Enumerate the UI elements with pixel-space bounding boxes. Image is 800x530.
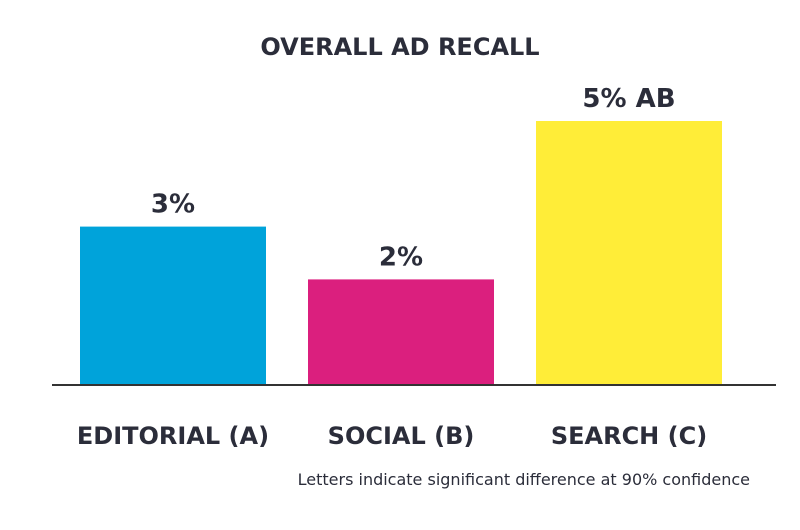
category-label-3: SEARCH (C) [551, 422, 707, 450]
bar-value-label-1: 3% [151, 190, 195, 220]
bar-2 [308, 279, 494, 385]
chart-footnote: Letters indicate significant difference … [298, 470, 750, 489]
bars-group: 3% EDITORIAL (A) 2% SOCIAL (B) 5% AB SEARCH (… [77, 84, 722, 450]
bar-1 [80, 226, 266, 385]
category-label-1: EDITORIAL (A) [77, 422, 269, 450]
bar-value-label-3: 5% AB [582, 84, 675, 114]
chart-title: OVERALL AD RECALL [260, 33, 539, 61]
category-label-2: SOCIAL (B) [328, 422, 475, 450]
bar-value-label-2: 2% [379, 242, 423, 272]
bar-3 [536, 121, 722, 385]
